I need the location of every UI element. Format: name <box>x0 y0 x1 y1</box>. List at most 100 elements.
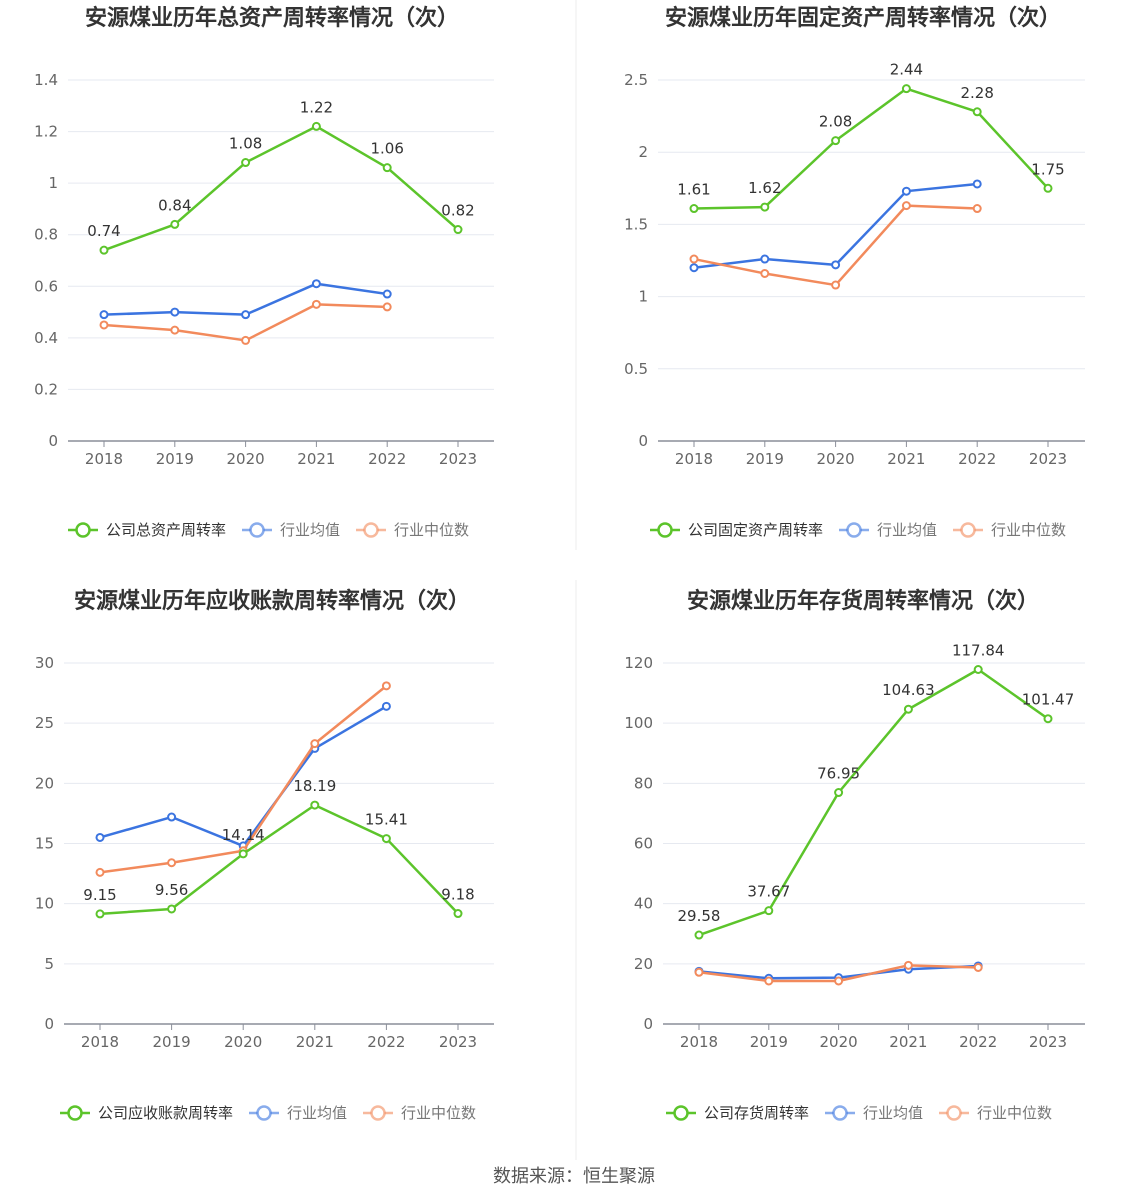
data-point <box>903 960 913 970</box>
data-label: 2.08 <box>819 113 852 131</box>
data-label: 1.62 <box>748 179 781 197</box>
data-point <box>453 225 463 235</box>
legend-label: 公司应收账款周转率 <box>98 1104 233 1122</box>
data-label: 0.84 <box>158 196 191 214</box>
data-label: 0.82 <box>441 202 474 220</box>
legend-item: 公司总资产周转率 <box>68 521 226 539</box>
legend-label: 行业中位数 <box>394 521 469 539</box>
legend-swatch-marker <box>832 1105 848 1121</box>
data-point <box>973 664 983 674</box>
x-tick-label: 2021 <box>887 450 925 468</box>
data-point <box>99 245 109 255</box>
data-point <box>831 136 841 146</box>
y-tick-label: 15 <box>35 835 54 853</box>
data-point <box>689 254 699 264</box>
source-footer: 数据来源：恒生聚源 <box>493 1166 655 1187</box>
legend-label: 行业均值 <box>287 1104 347 1122</box>
chart-title: 安源煤业历年存货周转率情况（次） <box>687 588 1039 614</box>
data-point <box>834 788 844 798</box>
data-label: 1.61 <box>677 181 710 199</box>
y-tick-label: 10 <box>35 895 54 913</box>
x-tick-label: 2019 <box>153 1033 191 1051</box>
data-point <box>241 335 251 345</box>
y-tick-label: 0.8 <box>34 226 58 244</box>
data-point <box>453 909 463 919</box>
legend-label: 行业均值 <box>877 521 937 539</box>
y-tick-label: 0.5 <box>624 360 648 378</box>
x-tick-label: 2018 <box>675 450 713 468</box>
x-tick-label: 2019 <box>750 1033 788 1051</box>
legend-label: 行业中位数 <box>991 521 1066 539</box>
chart-title: 安源煤业历年应收账款周转率情况（次） <box>74 588 470 614</box>
series-industry-median <box>694 960 983 986</box>
data-point <box>973 962 983 972</box>
data-label: 29.58 <box>678 907 721 925</box>
data-point <box>95 867 105 877</box>
legend-label: 行业均值 <box>863 1104 923 1122</box>
series-company <box>694 664 1053 940</box>
data-label: 9.18 <box>441 886 474 904</box>
data-point <box>760 268 770 278</box>
y-tick-label: 1.5 <box>624 215 648 233</box>
x-tick-label: 2023 <box>439 450 477 468</box>
data-label: 1.06 <box>370 140 403 158</box>
data-point <box>901 186 911 196</box>
legend-label: 公司固定资产周转率 <box>688 521 823 539</box>
chart-panel-2: 安源煤业历年固定资产周转率情况（次） 0 0.5 1 1.5 2 2.5 2018 2019 20… <box>624 5 1085 539</box>
series-company <box>99 121 463 255</box>
y-tick-label: 5 <box>44 955 54 973</box>
data-point <box>1043 183 1053 193</box>
series-industry-mean <box>689 179 982 273</box>
chart-panels: 安源煤业历年总资产周转率情况（次）00.20.40.60.811.21.4201… <box>34 5 1085 1122</box>
chart-title: 安源煤业历年固定资产周转率情况（次） <box>665 5 1061 31</box>
data-point <box>170 219 180 229</box>
legend-swatch-marker <box>370 1105 386 1121</box>
data-label: 76.95 <box>817 765 860 783</box>
series-line <box>693 182 978 269</box>
x-tick-label: 2023 <box>1029 450 1067 468</box>
series-industry-median <box>95 681 391 877</box>
y-tick-label: 20 <box>634 955 653 973</box>
series-industry-mean <box>99 279 392 320</box>
legend-item: 公司存货周转率 <box>666 1104 809 1122</box>
series-line <box>99 803 459 916</box>
y-tick-label: 80 <box>634 774 653 792</box>
legend-item: 行业中位数 <box>939 1104 1052 1122</box>
legend: 公司存货周转率 行业均值 行业中位数 <box>666 1104 1052 1122</box>
legend-item: 行业中位数 <box>953 521 1066 539</box>
data-point <box>831 260 841 270</box>
x-tick-label: 2021 <box>297 450 335 468</box>
data-point <box>311 121 321 131</box>
data-point <box>99 310 109 320</box>
data-point <box>903 704 913 714</box>
legend-item: 行业中位数 <box>356 521 469 539</box>
data-point <box>382 302 392 312</box>
legend-label: 行业中位数 <box>977 1104 1052 1122</box>
data-label: 9.56 <box>155 881 188 899</box>
legend: 公司总资产周转率 行业均值 行业中位数 <box>68 521 469 539</box>
legend-label: 行业均值 <box>280 521 340 539</box>
x-tick-label: 2018 <box>680 1033 718 1051</box>
series-industry-median <box>99 299 392 345</box>
legend-swatch-marker <box>75 522 91 538</box>
data-point <box>167 812 177 822</box>
series-line <box>693 87 1049 210</box>
y-tick-label: 2 <box>638 143 648 161</box>
chart-panel-3: 安源煤业历年应收账款周转率情况（次） 0 5 10 15 20 25 30 2018 2019 20… <box>35 588 494 1122</box>
data-point <box>901 84 911 94</box>
data-point <box>311 279 321 289</box>
data-point <box>310 800 320 810</box>
y-tick-label: 60 <box>634 835 653 853</box>
data-label: 117.84 <box>952 641 1005 659</box>
data-label: 2.44 <box>890 61 923 79</box>
x-tick-label: 2020 <box>227 450 265 468</box>
x-tick-label: 2019 <box>156 450 194 468</box>
data-point <box>831 280 841 290</box>
data-point <box>972 179 982 189</box>
x-tick-label: 2022 <box>959 1033 997 1051</box>
x-tick-label: 2019 <box>746 450 784 468</box>
data-point <box>694 967 704 977</box>
data-point <box>241 158 251 168</box>
data-point <box>95 832 105 842</box>
data-point <box>901 201 911 211</box>
